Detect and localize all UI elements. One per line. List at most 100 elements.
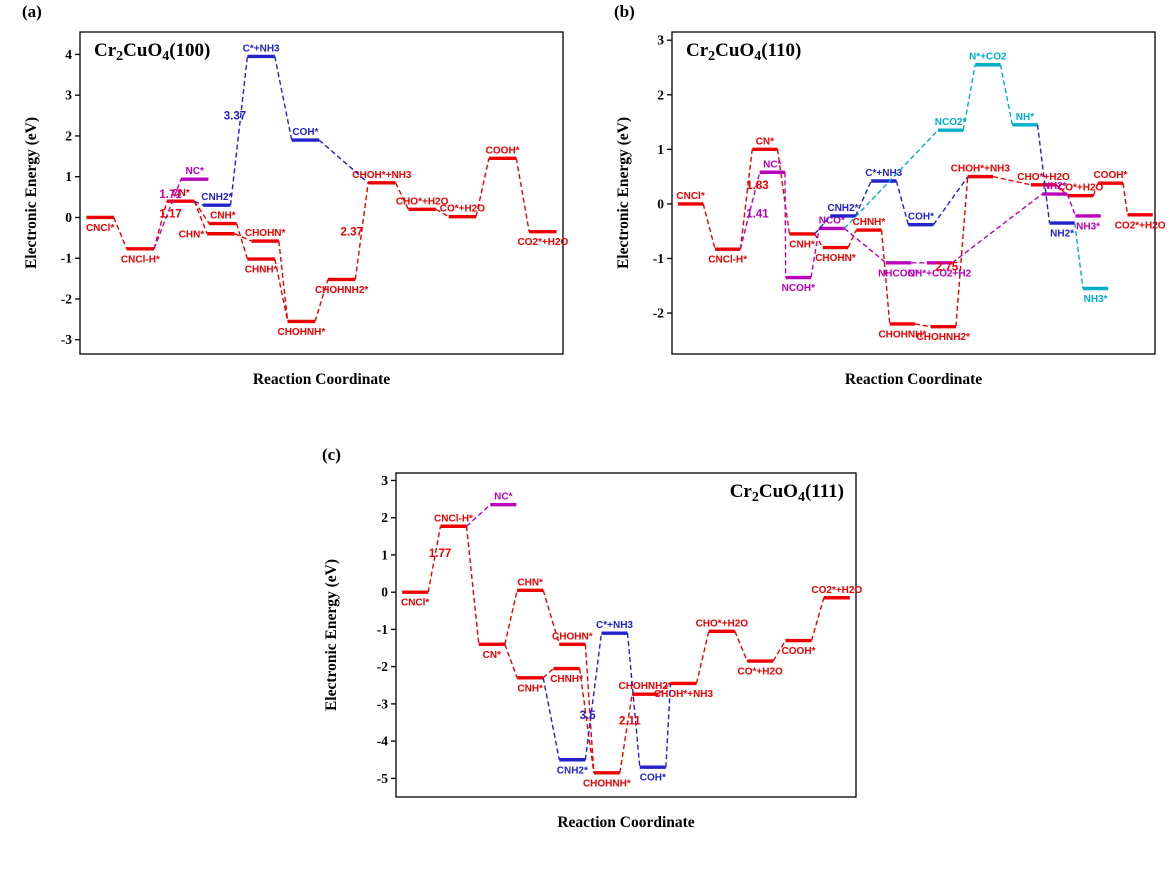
step-connector xyxy=(702,203,716,250)
step-connector xyxy=(235,223,249,260)
x-axis-label: Reaction Coordinate xyxy=(845,371,982,388)
level-label: CHOHNH2* xyxy=(315,285,368,296)
step-connector xyxy=(1074,222,1084,289)
level-label: CHOHNH* xyxy=(878,329,926,340)
y-tick-label: -1 xyxy=(377,622,388,637)
x-axis-label: Reaction Coordinate xyxy=(253,371,390,388)
axes-box xyxy=(395,472,857,798)
step-connector xyxy=(234,233,252,242)
level-label: CO*+H2O xyxy=(738,667,784,678)
step-connector xyxy=(843,129,939,229)
step-connector xyxy=(1066,193,1077,217)
barrier-annotation: 1.83 xyxy=(746,180,768,192)
level-label: CHNH* xyxy=(245,265,278,276)
level-label: CO2*+H2O xyxy=(811,585,862,596)
step-connector xyxy=(734,631,748,662)
level-label: COOH* xyxy=(486,145,520,156)
level-label: NH*+CO2+H2 xyxy=(908,268,972,279)
step-connector xyxy=(843,227,887,264)
level-label: NH3* xyxy=(1084,294,1108,305)
level-label: CO*+H2O xyxy=(1058,183,1104,194)
step-connector xyxy=(466,504,491,527)
level-label: CNH2* xyxy=(557,765,588,776)
level-label: CHOHN* xyxy=(552,631,593,642)
step-connector xyxy=(619,694,633,773)
y-tick-label: 1 xyxy=(657,142,664,157)
step-connector xyxy=(229,56,249,206)
level-label: CHOHN* xyxy=(245,228,286,239)
barrier-annotation: 1.71 xyxy=(159,189,182,201)
y-tick-label: 0 xyxy=(381,585,388,600)
step-connector xyxy=(504,644,518,679)
y-tick-label: -2 xyxy=(653,306,664,321)
level-label: C*+NH3 xyxy=(596,620,633,631)
level-label: NCO2* xyxy=(935,117,967,128)
step-connector xyxy=(895,180,909,225)
step-connector xyxy=(665,683,672,768)
step-connector xyxy=(515,158,530,232)
y-axis-label: Electronic Energy (eV) xyxy=(323,559,340,711)
level-label: CHN* xyxy=(179,229,205,240)
level-label: CNH2* xyxy=(827,203,858,214)
step-connector xyxy=(274,258,289,322)
axes-box xyxy=(671,31,1156,355)
barrier-annotation: 2.75 xyxy=(936,262,959,274)
panel-c: (c) -5 -4 -3 -2 -1 0 1 2 3 Electronic Energy (eV)… xyxy=(318,445,873,870)
step-connector xyxy=(113,217,128,250)
step-connector xyxy=(278,241,289,322)
step-connector xyxy=(1036,124,1051,224)
level-label: CNH* xyxy=(789,239,815,250)
step-connector xyxy=(626,633,641,768)
level-label: NH3* xyxy=(1076,221,1100,232)
level-label: NH2* xyxy=(1043,181,1067,192)
y-tick-label: -5 xyxy=(377,771,388,786)
level-label: NH* xyxy=(1016,112,1034,123)
step-connector xyxy=(772,640,787,662)
level-label: CNH* xyxy=(210,211,236,222)
step-connector xyxy=(695,631,710,684)
level-label: C*+NH3 xyxy=(865,168,902,179)
level-label: CHOHN* xyxy=(815,253,856,264)
y-tick-label: 3 xyxy=(65,88,72,103)
level-label: CHN* xyxy=(517,577,543,588)
y-tick-label: 3 xyxy=(381,473,388,488)
step-connector xyxy=(427,526,442,593)
step-connector xyxy=(784,172,787,278)
step-connector xyxy=(932,176,969,226)
level-label: CNCl-H* xyxy=(434,513,473,524)
y-tick-label: -4 xyxy=(377,734,388,749)
level-label: CHOH*+NH3 xyxy=(352,170,412,181)
level-label: CO2*+H2O xyxy=(1115,220,1165,231)
step-connector xyxy=(354,182,369,280)
level-label: CN* xyxy=(756,136,774,147)
step-connector xyxy=(814,233,824,248)
energy-diagram-100: -3 -2 -1 0 1 2 3 4 Electronic Energy (eV) Reactio… xyxy=(23,31,569,388)
y-tick-label: 1 xyxy=(381,547,388,562)
y-tick-label: 2 xyxy=(657,87,664,102)
level-label: COH* xyxy=(292,127,318,138)
y-axis-label: Electronic Energy (eV) xyxy=(23,117,40,269)
step-connector xyxy=(542,677,560,760)
step-connector xyxy=(542,590,560,645)
level-label: CNCl* xyxy=(86,223,114,234)
step-connector xyxy=(274,56,293,141)
level-label: NHCOO* xyxy=(878,268,919,279)
barrier-annotation: 1.17 xyxy=(159,208,181,220)
step-connector xyxy=(504,590,518,645)
step-connector xyxy=(657,682,671,695)
step-connector xyxy=(914,323,931,328)
level-label: CN* xyxy=(483,650,501,661)
step-connector xyxy=(739,149,753,250)
step-connector xyxy=(810,228,820,278)
step-connector xyxy=(847,229,857,248)
y-tick-label: 3 xyxy=(657,33,664,48)
level-label: C*+NH3 xyxy=(243,43,280,54)
step-connector xyxy=(394,182,410,210)
level-label: CNCl* xyxy=(676,191,704,202)
y-tick-label: -1 xyxy=(653,251,664,266)
step-connector xyxy=(578,668,595,773)
energy-diagram-110: -2 -1 0 1 2 3 Electronic Energy (eV) Reaction C… xyxy=(615,31,1165,388)
step-connector xyxy=(992,175,1032,186)
y-tick-label: -2 xyxy=(61,291,72,306)
